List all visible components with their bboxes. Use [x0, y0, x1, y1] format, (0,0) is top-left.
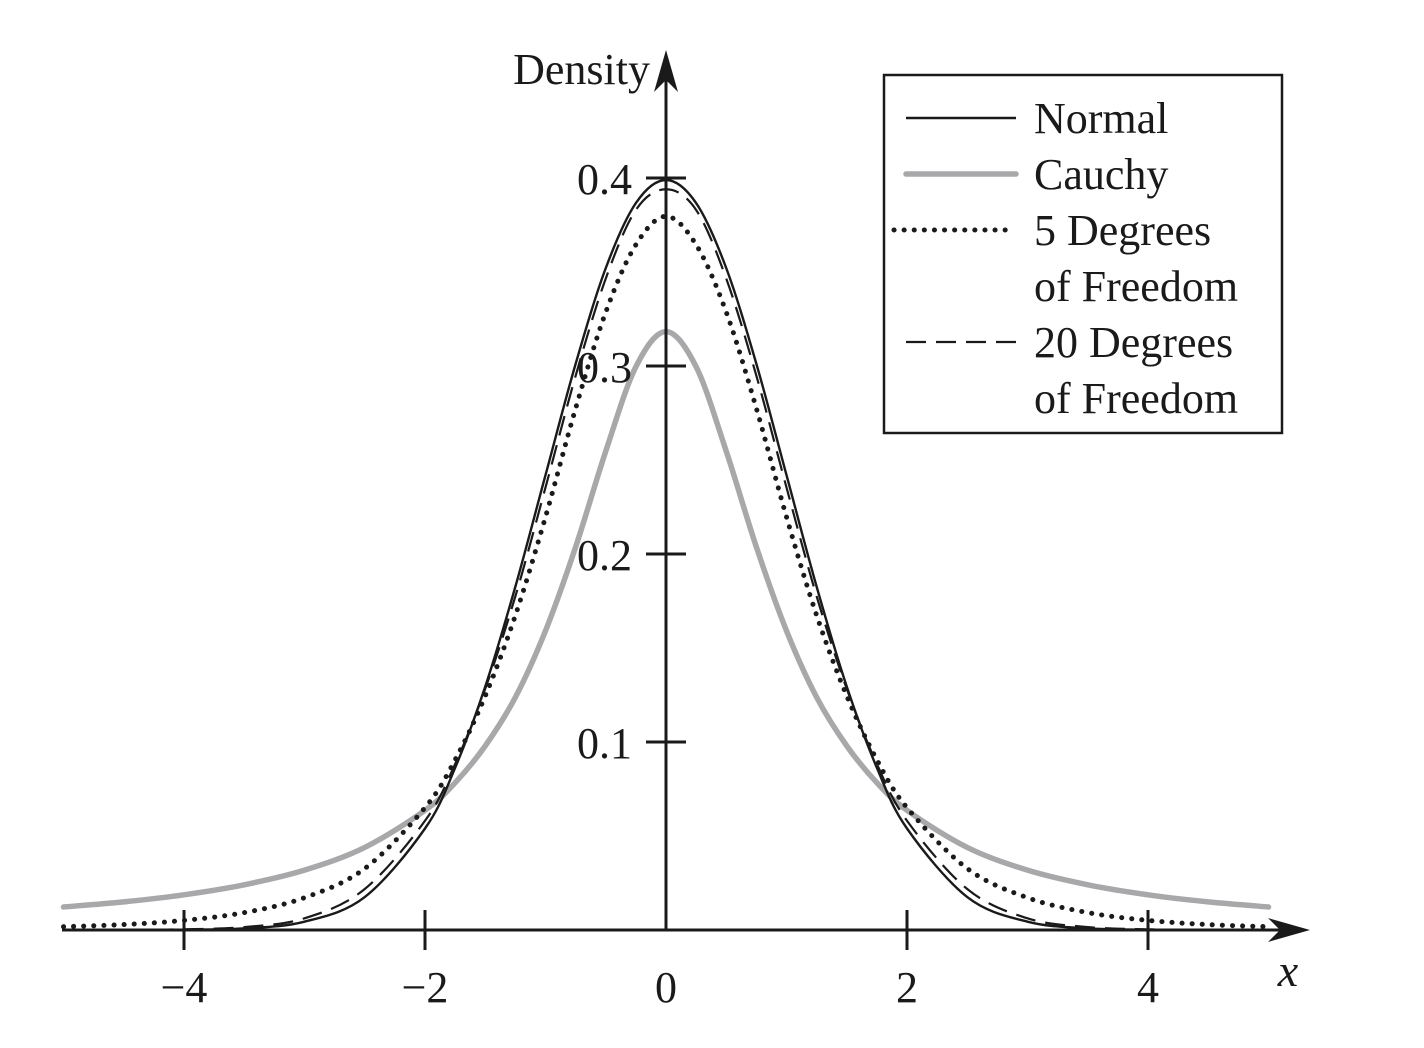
x-axis-title: x: [1277, 945, 1299, 996]
x-tick-label: −4: [161, 963, 208, 1012]
x-tick-label: 0: [655, 963, 677, 1012]
legend-box: [882, 73, 1284, 435]
y-tick-label: 0.2: [577, 531, 632, 580]
x-tick-label: 2: [896, 963, 918, 1012]
legend-label: of Freedom: [1034, 374, 1238, 423]
legend-items: Normal Cauchy 5 Degrees of Freedom 20 Degree…: [891, 94, 1238, 423]
legend-label: Normal: [1034, 94, 1168, 143]
y-ticks: 0.1 0.2 0.3 0.4: [577, 155, 686, 768]
y-tick-label: 0.4: [577, 155, 632, 204]
y-tick-label: 0.1: [577, 719, 632, 768]
y-tick-label: 0.3: [577, 343, 632, 392]
y-axis-title: Density: [513, 45, 650, 94]
legend: Normal Cauchy 5 Degrees of Freedom 20 Degree…: [882, 73, 1284, 435]
x-tick-label: 4: [1137, 963, 1159, 1012]
legend-label: 5 Degrees: [1034, 206, 1211, 255]
legend-label: of Freedom: [1034, 262, 1238, 311]
x-ticks: −4 −2 0 2 4: [161, 910, 1159, 1012]
legend-label: 20 Degrees: [1034, 318, 1233, 367]
y-axis-arrowhead: [654, 50, 678, 92]
series-line-5-degrees-of-freedom: [61, 213, 1271, 930]
x-tick-label: −2: [402, 963, 449, 1012]
axes: [62, 50, 1310, 942]
legend-label: Cauchy: [1034, 150, 1168, 199]
x-axis-arrowhead: [1268, 918, 1310, 942]
